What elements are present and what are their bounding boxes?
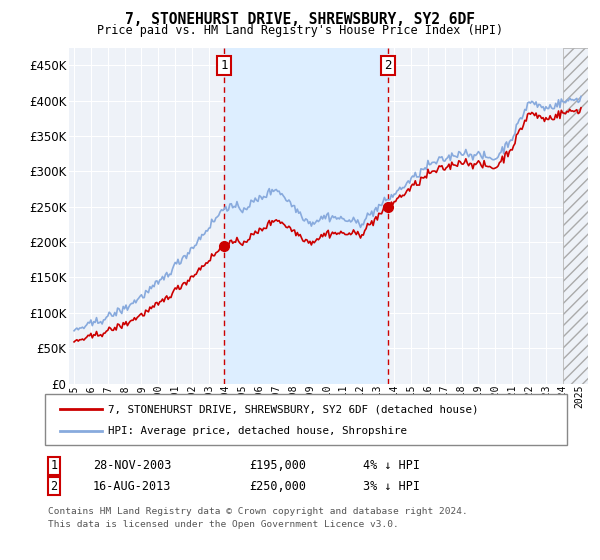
Text: 28-NOV-2003: 28-NOV-2003 bbox=[93, 459, 172, 473]
Text: 7, STONEHURST DRIVE, SHREWSBURY, SY2 6DF: 7, STONEHURST DRIVE, SHREWSBURY, SY2 6DF bbox=[125, 12, 475, 27]
Text: 2: 2 bbox=[384, 59, 392, 72]
Text: 4% ↓ HPI: 4% ↓ HPI bbox=[363, 459, 420, 473]
Text: This data is licensed under the Open Government Licence v3.0.: This data is licensed under the Open Gov… bbox=[48, 520, 399, 529]
Text: 1: 1 bbox=[50, 459, 58, 473]
Text: HPI: Average price, detached house, Shropshire: HPI: Average price, detached house, Shro… bbox=[108, 426, 407, 436]
Text: 2: 2 bbox=[50, 479, 58, 493]
Bar bbox=[224, 48, 388, 384]
Text: 1: 1 bbox=[220, 59, 228, 72]
Text: 16-AUG-2013: 16-AUG-2013 bbox=[93, 479, 172, 493]
Text: Contains HM Land Registry data © Crown copyright and database right 2024.: Contains HM Land Registry data © Crown c… bbox=[48, 507, 468, 516]
Bar bbox=[563, 48, 588, 384]
Text: 3% ↓ HPI: 3% ↓ HPI bbox=[363, 479, 420, 493]
Text: £195,000: £195,000 bbox=[249, 459, 306, 473]
Text: Price paid vs. HM Land Registry's House Price Index (HPI): Price paid vs. HM Land Registry's House … bbox=[97, 24, 503, 36]
Text: £250,000: £250,000 bbox=[249, 479, 306, 493]
Text: 7, STONEHURST DRIVE, SHREWSBURY, SY2 6DF (detached house): 7, STONEHURST DRIVE, SHREWSBURY, SY2 6DF… bbox=[108, 404, 479, 414]
